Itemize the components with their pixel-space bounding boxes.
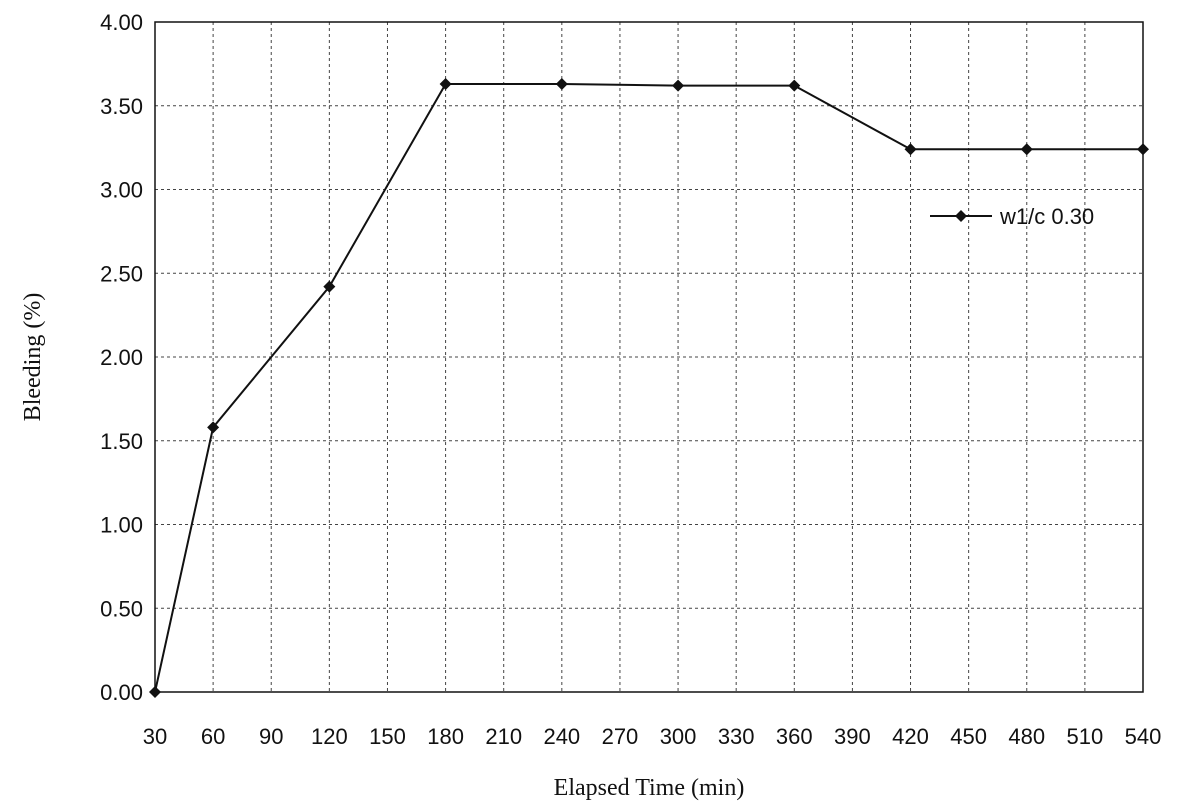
x-tick-label: 210 (485, 724, 522, 749)
data-point-marker (207, 421, 220, 434)
legend: w1/c 0.30 (930, 204, 1094, 229)
grid-lines (155, 22, 1143, 692)
data-point-marker (323, 280, 336, 293)
x-tick-label: 240 (543, 724, 580, 749)
x-tick-label: 120 (311, 724, 348, 749)
data-point-marker (904, 143, 917, 156)
data-point-marker (672, 79, 685, 92)
y-tick-label: 3.50 (100, 94, 143, 119)
data-point-marker (1137, 143, 1149, 156)
y-tick-label: 1.50 (100, 429, 143, 454)
legend-series-label: w1/c 0.30 (999, 204, 1094, 229)
x-tick-label: 330 (718, 724, 755, 749)
y-tick-label: 2.00 (100, 345, 143, 370)
legend-series-marker (955, 210, 967, 222)
x-tick-label: 90 (259, 724, 283, 749)
x-tick-label: 60 (201, 724, 225, 749)
y-tick-label: 0.50 (100, 596, 143, 621)
x-tick-label: 150 (369, 724, 406, 749)
y-axis-title: Bleeding (%) (20, 293, 46, 422)
x-tick-label: 480 (1008, 724, 1045, 749)
x-axis-tick-labels: 30 60 90 120 150 180 210 240 270 300 330 360 390 420 4… (143, 724, 1162, 749)
y-tick-label: 0.00 (100, 680, 143, 705)
plot-area-frame (154, 21, 1144, 693)
x-tick-label: 540 (1125, 724, 1162, 749)
data-point-marker (788, 79, 801, 92)
y-tick-label: 4.00 (100, 10, 143, 35)
data-point-marker (149, 686, 161, 698)
y-tick-label: 1.00 (100, 513, 143, 538)
series-layer (149, 77, 1149, 698)
x-axis-title: Elapsed Time (min) (554, 775, 745, 801)
x-tick-label: 450 (950, 724, 987, 749)
x-tick-label: 270 (602, 724, 639, 749)
x-tick-label: 300 (660, 724, 697, 749)
data-point-marker (555, 77, 568, 90)
x-tick-label: 30 (143, 724, 167, 749)
data-point-marker (439, 77, 452, 90)
series-line (154, 82, 1143, 693)
y-tick-label: 2.50 (100, 261, 143, 286)
x-tick-label: 420 (892, 724, 929, 749)
x-tick-label: 360 (776, 724, 813, 749)
x-tick-label: 510 (1067, 724, 1104, 749)
data-point-marker (1020, 143, 1033, 156)
y-tick-label: 3.00 (100, 178, 143, 203)
x-tick-label: 180 (427, 724, 464, 749)
x-tick-label: 390 (834, 724, 871, 749)
y-axis-tick-labels: 0.00 0.50 1.00 1.50 2.00 2.50 3.00 3.50 4.00 (100, 10, 143, 705)
